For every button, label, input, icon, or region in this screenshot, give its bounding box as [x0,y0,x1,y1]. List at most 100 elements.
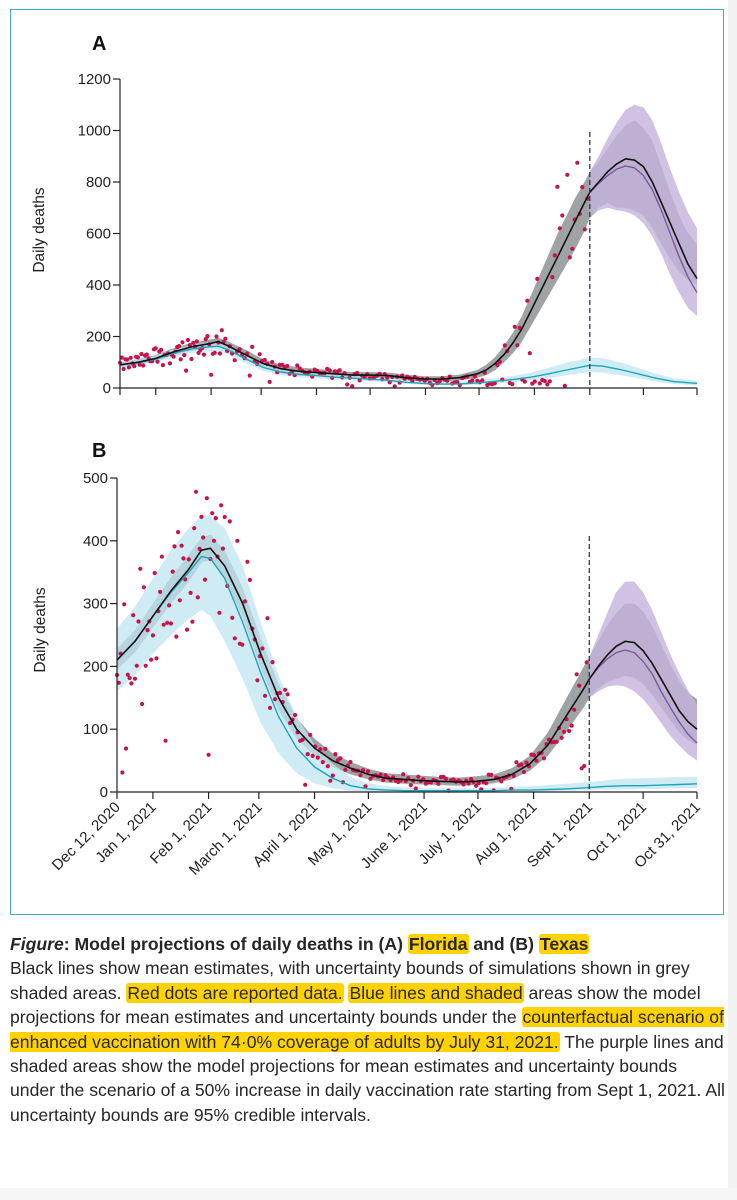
panel-label: B [92,440,106,462]
reported-data-dot [149,657,154,662]
reported-data-dot [582,763,587,769]
page-edge [728,0,737,1200]
caption-title-part: and (B) [468,934,539,954]
reported-data-dot [262,357,267,363]
reported-data-dot [385,375,390,380]
reported-data-dot [217,610,222,615]
reported-data-dot [180,340,185,345]
reported-data-dot [129,681,134,686]
reported-data-dot [337,368,342,373]
reported-data-dot [222,514,227,520]
reported-data-dot [184,368,189,373]
page-bottom-edge [0,1188,737,1200]
reported-data-dot [217,351,223,356]
reported-data-dot [192,526,197,531]
reported-data-dot [135,355,140,360]
band-purple-a [589,104,697,316]
reported-data-dot [295,363,300,368]
reported-data-dot [212,350,217,355]
reported-data-dot [272,697,278,702]
reported-data-dot [121,366,126,372]
reported-data-dot [125,357,130,362]
reported-data-dot [205,334,210,339]
reported-data-dot [267,705,273,711]
reported-data-dot [184,627,190,632]
reported-data-dot [303,782,308,787]
reported-data-dot [165,620,170,625]
reported-data-dot [472,374,477,379]
reported-data-dot [283,687,288,692]
line-blue-a [119,345,698,385]
reported-data-dot [176,530,181,535]
reported-data-dot [416,774,421,779]
y-tick-label: 1000 [78,123,111,140]
reported-data-dot [470,378,475,383]
reported-data-dot [557,226,562,231]
reported-data-dot [163,738,168,743]
reported-data-dot [245,559,250,564]
reported-data-dot [193,489,199,494]
reported-data-dot [119,355,124,360]
reported-data-dot [202,577,208,582]
reported-data-dot [575,160,580,165]
reported-data-dot [582,227,587,232]
reported-data-dot [185,337,190,343]
reported-data-dot [235,538,240,543]
reported-data-dot [138,566,143,571]
reported-data-dot [562,383,567,388]
y-tick-label: 0 [103,380,111,397]
reported-data-dot [584,660,589,665]
reported-data-dot [285,692,290,697]
reported-data-dot [383,773,388,778]
reported-data-dot [362,374,367,380]
reported-data-dot [168,621,173,626]
reported-data-dot [187,343,192,348]
reported-data-dot [177,598,182,603]
line-black-b [116,547,698,783]
reported-data-dot [408,783,413,788]
reported-data-dot [182,353,187,358]
panel-label: A [92,33,106,55]
reported-data-dot [160,363,165,368]
reported-data-dot [128,355,133,360]
reported-data-dot [153,346,158,351]
reported-data-dot [194,339,199,344]
reported-data-dot [132,676,138,681]
reported-data-dot [436,781,441,786]
reported-data-dot [155,359,160,364]
reported-data-dot [350,384,355,389]
reported-data-dot [179,543,184,548]
reported-data-dot [285,363,290,369]
reported-data-dot [514,760,519,765]
reported-data-dot [125,672,130,677]
reported-data-dot [141,363,146,368]
reported-data-dot [378,772,383,777]
reported-data-dot [201,352,207,357]
reported-data-dot [547,379,552,384]
reported-data-dot [555,184,560,189]
reported-data-dot [232,636,237,641]
reported-data-dot [171,354,176,359]
caption-title-part: : Model projections of daily deaths in (… [63,934,408,954]
reported-data-dot [201,535,206,540]
caption-sentence: The purple lines and shaded areas show t… [10,1031,725,1125]
reported-data-dot [265,616,270,621]
reported-data-dot [154,656,159,661]
reported-data-dot [172,544,177,549]
reported-data-dot [502,343,507,348]
reported-data-dot [474,783,479,788]
reported-data-dot [220,546,225,551]
reported-data-dot [204,496,209,501]
y-tick-label: 400 [86,277,111,294]
reported-data-dot [270,660,275,665]
reported-data-dot [310,753,315,759]
y-axis-label: Daily deaths [31,187,48,273]
reported-data-dot [189,356,194,362]
reported-data-dot [262,693,268,698]
reported-data-dot [567,728,572,734]
reported-data-dot [122,602,127,607]
reported-data-dot [158,589,163,595]
reported-data-dot [550,275,555,280]
reported-data-dot [277,690,283,696]
reported-data-dot [136,619,141,624]
